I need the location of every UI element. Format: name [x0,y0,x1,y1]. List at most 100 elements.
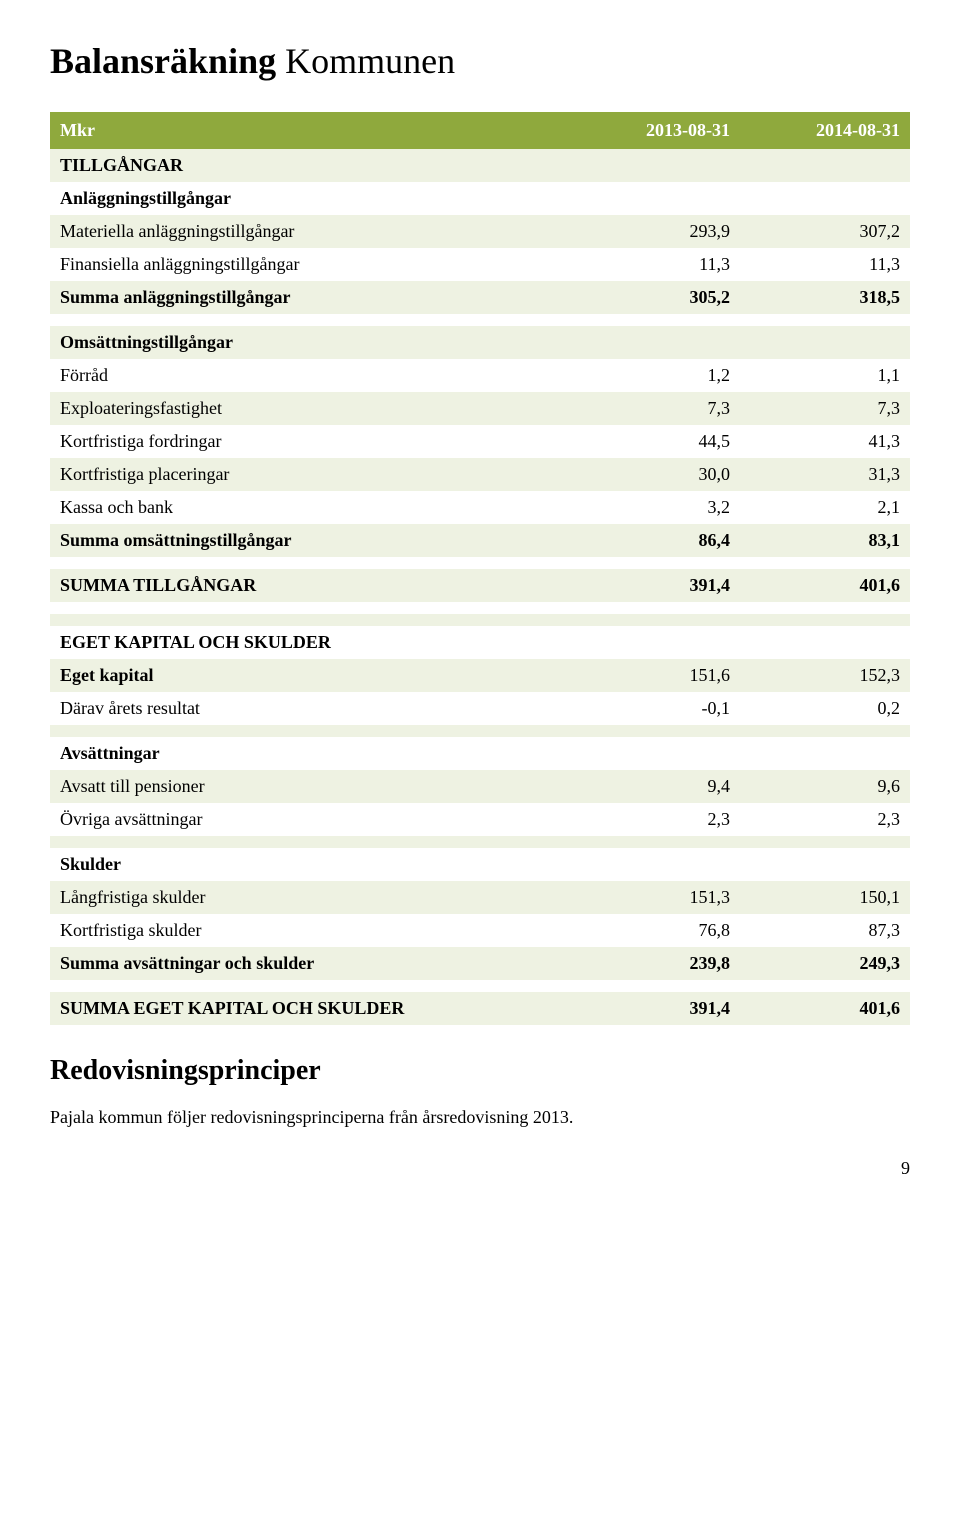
cell-label: Eget kapital [50,659,570,692]
cell-value: 152,3 [740,659,910,692]
cell-value: 31,3 [740,458,910,491]
table-row: Avsättningar [50,737,910,770]
section-avsattningar: Avsättningar [50,737,570,770]
cell-value: 3,2 [570,491,740,524]
cell-value: 391,4 [570,992,740,1025]
cell-value: 401,6 [740,992,910,1025]
section-anlaggning: Anläggningstillgångar [50,182,570,215]
section-omsattning: Omsättningstillgångar [50,326,570,359]
cell-value: -0,1 [570,692,740,725]
cell-label: Övriga avsättningar [50,803,570,836]
table-row: Summa avsättningar och skulder 239,8 249… [50,947,910,980]
spacer-row [50,980,910,992]
table-row: Summa anläggningstillgångar 305,2 318,5 [50,281,910,314]
title-bold: Balansräkning [50,41,276,81]
cell-value: 9,4 [570,770,740,803]
cell-label: Förråd [50,359,570,392]
cell-value: 83,1 [740,524,910,557]
cell-label: Långfristiga skulder [50,881,570,914]
page-title: Balansräkning Kommunen [50,40,910,82]
table-row: Eget kapital 151,6 152,3 [50,659,910,692]
table-row: Kassa och bank 3,2 2,1 [50,491,910,524]
cell-value: 151,6 [570,659,740,692]
cell-label: Avsatt till pensioner [50,770,570,803]
cell-value: 87,3 [740,914,910,947]
table-row: Förråd 1,2 1,1 [50,359,910,392]
cell-label: Finansiella anläggningstillgångar [50,248,570,281]
title-rest: Kommunen [276,41,455,81]
cell-value: 0,2 [740,692,910,725]
cell-value: 2,1 [740,491,910,524]
table-header: Mkr 2013-08-31 2014-08-31 [50,112,910,149]
section-skulder: Skulder [50,848,570,881]
header-2014: 2014-08-31 [740,112,910,149]
header-mkr: Mkr [50,112,570,149]
table-row: Kortfristiga placeringar 30,0 31,3 [50,458,910,491]
section-eget-skulder: EGET KAPITAL OCH SKULDER [50,626,570,659]
cell-value: 293,9 [570,215,740,248]
cell-value: 44,5 [570,425,740,458]
cell-value: 76,8 [570,914,740,947]
cell-value: 11,3 [740,248,910,281]
cell-label: SUMMA EGET KAPITAL OCH SKULDER [50,992,570,1025]
cell-label: SUMMA TILLGÅNGAR [50,569,570,602]
table-row: TILLGÅNGAR [50,149,910,182]
spacer-row [50,314,910,326]
cell-label: Exploateringsfastighet [50,392,570,425]
cell-value: 7,3 [740,392,910,425]
table-row: Anläggningstillgångar [50,182,910,215]
table-row: Kortfristiga fordringar 44,5 41,3 [50,425,910,458]
principles-text: Pajala kommun följer redovisningsprincip… [50,1107,910,1128]
principles-title: Redovisningsprinciper [50,1055,910,1087]
spacer-row [50,614,910,626]
cell-value: 7,3 [570,392,740,425]
cell-value: 86,4 [570,524,740,557]
cell-value: 401,6 [740,569,910,602]
cell-value: 11,3 [570,248,740,281]
spacer-row [50,725,910,737]
cell-value: 249,3 [740,947,910,980]
cell-value: 150,1 [740,881,910,914]
table-row: EGET KAPITAL OCH SKULDER [50,626,910,659]
balance-sheet-table: Mkr 2013-08-31 2014-08-31 TILLGÅNGAR Anl… [50,112,910,1025]
cell-label: Materiella anläggningstillgångar [50,215,570,248]
spacer-row [50,602,910,614]
spacer-row [50,836,910,848]
cell-label: Därav årets resultat [50,692,570,725]
section-tillgangar: TILLGÅNGAR [50,149,570,182]
cell-label: Summa omsättningstillgångar [50,524,570,557]
cell-value: 9,6 [740,770,910,803]
table-row: Skulder [50,848,910,881]
table-row: Kortfristiga skulder 76,8 87,3 [50,914,910,947]
table-row: SUMMA TILLGÅNGAR 391,4 401,6 [50,569,910,602]
page-number: 9 [50,1158,910,1179]
table-row: Därav årets resultat -0,1 0,2 [50,692,910,725]
cell-label: Kortfristiga skulder [50,914,570,947]
cell-label: Kassa och bank [50,491,570,524]
cell-label: Kortfristiga fordringar [50,425,570,458]
cell-value: 1,2 [570,359,740,392]
cell-value: 2,3 [570,803,740,836]
table-row: Finansiella anläggningstillgångar 11,3 1… [50,248,910,281]
cell-label: Summa avsättningar och skulder [50,947,570,980]
table-row: Materiella anläggningstillgångar 293,9 3… [50,215,910,248]
cell-value: 305,2 [570,281,740,314]
table-row: SUMMA EGET KAPITAL OCH SKULDER 391,4 401… [50,992,910,1025]
cell-value: 30,0 [570,458,740,491]
cell-value: 391,4 [570,569,740,602]
header-2013: 2013-08-31 [570,112,740,149]
cell-label: Kortfristiga placeringar [50,458,570,491]
cell-value: 1,1 [740,359,910,392]
cell-value: 239,8 [570,947,740,980]
table-row: Långfristiga skulder 151,3 150,1 [50,881,910,914]
cell-value: 2,3 [740,803,910,836]
table-row: Exploateringsfastighet 7,3 7,3 [50,392,910,425]
spacer-row [50,557,910,569]
cell-value: 307,2 [740,215,910,248]
table-row: Summa omsättningstillgångar 86,4 83,1 [50,524,910,557]
cell-label: Summa anläggningstillgångar [50,281,570,314]
cell-value: 318,5 [740,281,910,314]
cell-value: 41,3 [740,425,910,458]
table-row: Övriga avsättningar 2,3 2,3 [50,803,910,836]
table-row: Avsatt till pensioner 9,4 9,6 [50,770,910,803]
